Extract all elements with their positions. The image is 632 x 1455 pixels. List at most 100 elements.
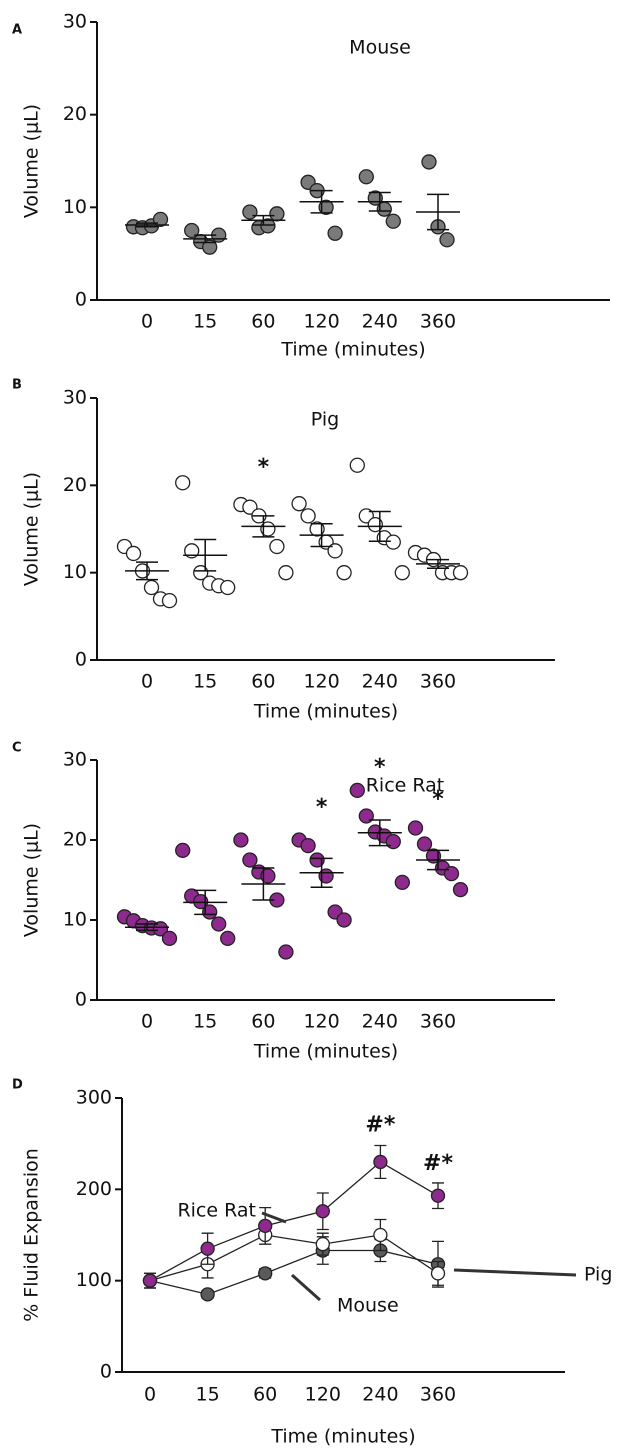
data-point	[327, 543, 343, 559]
data-point	[242, 204, 258, 220]
data-point	[452, 881, 469, 898]
data-point	[407, 820, 424, 836]
data-point	[193, 565, 209, 581]
label-leader	[291, 1273, 321, 1302]
annotation: *	[316, 795, 328, 820]
data-point	[385, 213, 401, 229]
data-point	[300, 508, 316, 524]
data-point	[202, 239, 218, 255]
y-tick-label: 100	[76, 1269, 112, 1291]
data-point	[152, 921, 169, 937]
y-tick-label: 0	[75, 289, 87, 311]
y-tick-label: 20	[63, 474, 87, 496]
panel-label: A	[12, 23, 22, 38]
x-tick-label: 60	[253, 1384, 277, 1406]
data-point	[349, 457, 365, 473]
series-point	[200, 1241, 215, 1256]
data-point	[260, 218, 276, 234]
data-point	[385, 534, 401, 550]
data-point	[260, 521, 276, 537]
data-point	[161, 592, 178, 609]
data-point	[184, 543, 200, 559]
y-tick-label: 30	[63, 11, 87, 33]
data-point	[318, 199, 334, 215]
series-point	[258, 1266, 273, 1281]
sem-bar	[194, 234, 217, 244]
sem-bar	[194, 538, 217, 572]
series-point	[142, 1273, 158, 1288]
x-tick-label: 15	[196, 1384, 220, 1406]
sem-bar	[310, 523, 333, 548]
data-point	[260, 868, 276, 884]
annotation: *	[258, 455, 270, 480]
data-point	[193, 893, 209, 910]
x-tick-label: 120	[305, 1384, 341, 1406]
sem-bar	[427, 193, 449, 231]
series-point	[258, 1218, 273, 1234]
x-tick-label: 0	[141, 311, 153, 333]
y-tick-label: 0	[100, 1361, 112, 1383]
series-point	[200, 1287, 215, 1302]
data-point	[220, 930, 236, 947]
x-tick-label: 360	[420, 311, 456, 333]
data-point	[278, 944, 294, 960]
data-point	[242, 852, 258, 868]
chart-title: Rice Rat	[366, 775, 445, 797]
x-tick-label: 15	[193, 1011, 217, 1033]
x-tick-label: 120	[303, 311, 339, 333]
y-tick-label: 20	[63, 829, 87, 851]
data-point	[439, 232, 455, 248]
data-point	[300, 837, 316, 854]
annotation: #*	[423, 1151, 453, 1176]
y-tick-label: 10	[63, 561, 87, 583]
sem-bar	[136, 923, 158, 932]
y-tick-label: 10	[63, 196, 87, 218]
data-point	[220, 579, 236, 596]
data-point	[358, 808, 374, 824]
sem-bar	[252, 214, 275, 226]
x-tick-label: 60	[251, 311, 275, 333]
data-point	[291, 496, 307, 512]
data-point	[349, 782, 365, 799]
label-leader	[261, 1211, 287, 1224]
x-tick-label: 0	[141, 671, 153, 693]
series-line	[149, 1161, 439, 1282]
y-tick-label: 10	[63, 909, 87, 931]
annotation: *	[374, 755, 386, 780]
data-point	[269, 206, 285, 222]
x-tick-label: 120	[303, 1011, 339, 1033]
sem-bar	[194, 889, 217, 916]
data-point	[161, 930, 178, 947]
x-tick-label: 15	[193, 671, 217, 693]
data-point	[443, 865, 460, 882]
x-tick-label: 60	[251, 671, 275, 693]
x-axis-label: Time (minutes)	[253, 701, 398, 723]
x-tick-label: 240	[362, 1011, 398, 1033]
y-tick-label: 20	[63, 103, 87, 125]
y-tick-label: 200	[76, 1178, 112, 1200]
label-leader	[453, 1268, 577, 1277]
x-tick-label: 60	[251, 1011, 275, 1033]
data-point	[336, 565, 352, 581]
x-tick-label: 120	[303, 671, 339, 693]
data-point	[394, 874, 410, 891]
x-axis-label: Time (minutes)	[280, 339, 425, 361]
sem-bar	[368, 191, 391, 212]
data-point	[278, 565, 294, 581]
sem-bar	[252, 867, 275, 901]
data-point	[202, 904, 218, 920]
sem-bar	[310, 189, 333, 214]
annotation: *	[432, 787, 444, 812]
data-point	[327, 225, 343, 241]
x-tick-label: 360	[420, 1384, 456, 1406]
series-line	[149, 1249, 439, 1296]
series-point	[315, 1236, 330, 1252]
y-axis-label: Volume (μL)	[21, 104, 43, 218]
x-tick-label: 360	[420, 1011, 456, 1033]
data-point	[143, 579, 160, 596]
series-label: Pig	[584, 1264, 612, 1286]
sem-bar	[368, 819, 391, 847]
data-point	[184, 222, 200, 239]
sem-bar	[427, 558, 449, 570]
chart-title: Mouse	[349, 37, 411, 59]
